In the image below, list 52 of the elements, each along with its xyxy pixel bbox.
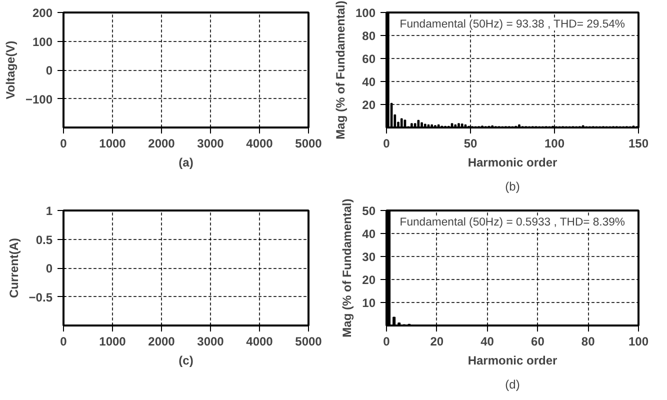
y-tick-label: 20 [362,98,376,112]
y-tick-label: 80 [362,29,376,43]
y-tick-label: 100 [355,6,376,20]
y-tick-label: 20 [362,273,376,287]
text: Fundamental (50Hz) = 0.5933 , THD= 8.39% [400,216,626,228]
x-tick-label: 1000 [99,334,126,348]
x-tick-label: 50 [464,136,478,150]
y-tick-label: 0.5 [36,232,53,247]
x-axis-title: Harmonic order [468,156,558,170]
x-tick-label: 0 [383,136,390,150]
text: (b) [505,180,520,194]
x-tick-label: 0 [60,334,68,348]
y-tick-label: 200 [32,6,53,20]
y-tick-label: −100 [25,92,53,106]
x-axis-title: (c) [178,354,194,368]
y-tick-label: 0 [46,64,53,78]
x-tick-label: 5000 [295,136,322,150]
y-axis-title: Voltage(V) [3,40,18,100]
y-tick-label: 10 [362,296,376,310]
x-tick-label: 40 [480,334,494,348]
x-tick-label: 5000 [295,334,322,348]
y-tick-label: 1 [46,204,53,218]
x-tick-label: 20 [430,334,444,348]
y-tick-label: 60 [362,52,376,66]
text: (d) [505,378,520,392]
x-tick-label: 100 [628,334,649,348]
y-tick-label: 100 [32,34,53,49]
y-axis-title: Mag (% of Fundamental) [333,0,348,140]
x-axis-title: Harmonic order [468,354,558,368]
x-tick-label: 3000 [197,334,224,348]
x-tick-label: 3000 [197,136,224,150]
y-axis-title: Mag (% of Fundamental) [340,198,354,338]
text: Fundamental (50Hz) = 93.38 , THD= 29.54% [400,18,626,30]
x-tick-label: 100 [544,136,565,150]
x-tick-label: 2000 [148,334,176,348]
y-tick-label: 0 [46,262,53,276]
x-tick-label: 150 [628,136,649,150]
x-tick-label: 1000 [99,136,126,150]
x-tick-label: 2000 [148,136,176,150]
x-tick-label: 0 [383,334,390,348]
x-tick-label: 80 [581,334,596,348]
x-tick-label: 4000 [246,136,274,150]
y-tick-label: −0.5 [28,290,53,304]
y-tick-label: 40 [362,227,376,241]
x-axis-title: (a) [178,156,194,170]
x-tick-label: 0 [60,136,68,150]
y-tick-label: 30 [362,250,376,264]
x-tick-label: 60 [531,334,545,348]
y-tick-label: 40 [362,75,376,89]
y-tick-label: 50 [362,204,376,218]
x-tick-label: 4000 [246,334,274,348]
y-axis-title: Current(A) [6,238,21,298]
